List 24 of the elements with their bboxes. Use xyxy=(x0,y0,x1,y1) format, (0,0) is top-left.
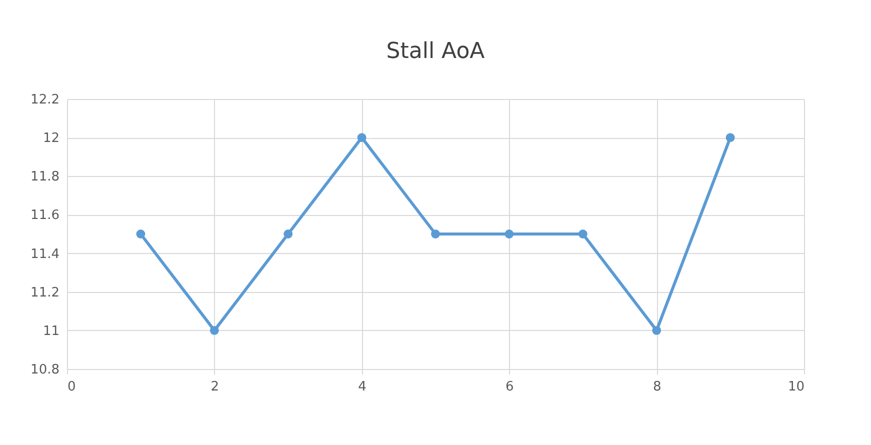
point xyxy=(726,133,735,142)
y-tick-label: 11.4 xyxy=(30,246,60,262)
point xyxy=(431,230,440,238)
point xyxy=(210,326,219,335)
x-tick-label: 4 xyxy=(358,380,366,394)
y-tick-label: 12.2 xyxy=(30,92,60,108)
x-tick-label: 0 xyxy=(68,380,76,394)
point xyxy=(284,230,293,238)
y-tick-label: 11.6 xyxy=(30,208,60,224)
point xyxy=(357,133,366,142)
point xyxy=(136,230,146,238)
y-tick-label: 11.2 xyxy=(30,285,60,300)
chart-title: Stall AoA xyxy=(386,39,485,64)
y-tick-label: 12 xyxy=(42,131,60,146)
x-tick-label: 2 xyxy=(210,380,220,394)
point xyxy=(652,326,662,335)
y-tick-label: 10.8 xyxy=(30,362,60,378)
y-tick-label: 11.8 xyxy=(30,170,60,185)
point xyxy=(578,230,588,238)
x-tick-label: 8 xyxy=(652,380,662,394)
y-tick-label: 11 xyxy=(42,324,60,339)
x-tick-label: 10 xyxy=(788,380,804,394)
point xyxy=(504,230,514,238)
x-tick-label: 6 xyxy=(506,380,514,394)
